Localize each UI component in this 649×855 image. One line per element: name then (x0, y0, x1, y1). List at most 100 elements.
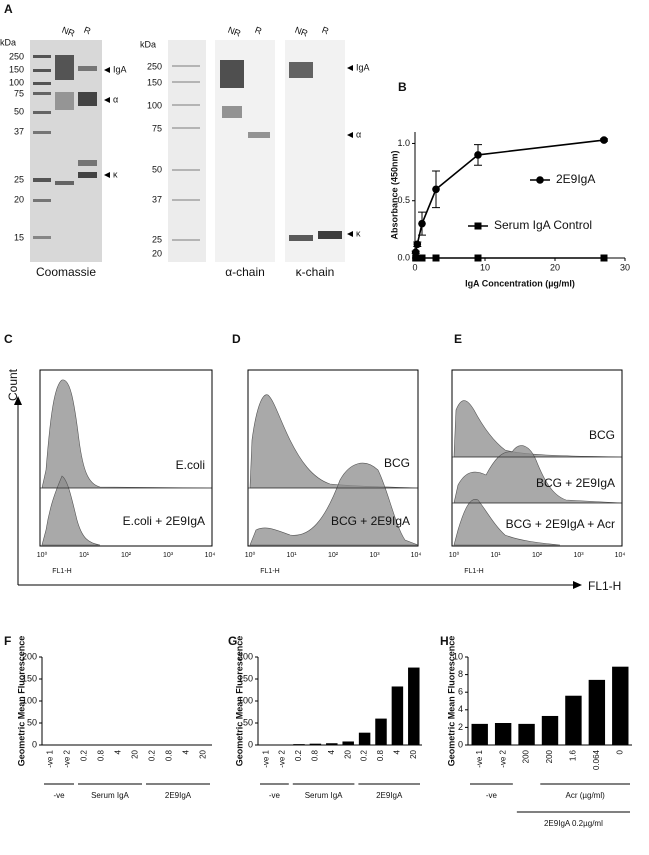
series-line (414, 139, 605, 253)
panel-letter: E (454, 332, 462, 346)
x-tick-label: 10⁴ (615, 552, 626, 559)
marker (413, 240, 422, 249)
sample-label: E.coli + 2E9IgA (123, 514, 205, 528)
x-tick-label: 10¹ (490, 552, 501, 559)
marker-label: 50 (152, 164, 162, 174)
histogram (453, 445, 623, 504)
marker (600, 136, 608, 144)
bar (612, 666, 629, 745)
marker (418, 254, 426, 262)
sample-label: BCG (589, 428, 615, 442)
kda-label: kDa (140, 39, 156, 49)
marker-label: 20 (14, 194, 24, 204)
sample-label: BCG + 2E9IgA + Acr (506, 517, 615, 531)
marker (600, 254, 608, 262)
y-tick-label: 200 (22, 651, 37, 661)
sample-label: E.coli (176, 458, 205, 472)
bar (471, 723, 488, 745)
marker-label: 100 (9, 77, 24, 87)
x-tick-label: 4 (114, 749, 123, 754)
bar (588, 679, 606, 745)
y-tick-label: 6 (458, 687, 463, 697)
group-label: 2E9IgA (376, 791, 403, 800)
y-axis-label: Geometric Mean Fluorescence (234, 636, 244, 767)
band-label: α (356, 129, 361, 139)
x-tick-label: 4 (393, 749, 402, 754)
bar (391, 686, 404, 745)
y-tick-label: 100 (22, 695, 37, 705)
bar (342, 741, 354, 745)
x-tick-label: 10⁰ (245, 551, 256, 559)
x-axis-label: FL1-H (260, 568, 279, 575)
marker-label: 150 (9, 64, 24, 74)
bar (541, 715, 559, 745)
marker-label: 37 (14, 126, 24, 136)
x-tick-label: 30 (620, 262, 630, 272)
marker (411, 248, 420, 257)
y-axis-label: Geometric Mean Fluorescence (16, 636, 26, 767)
x-tick-label: 10 (480, 262, 490, 272)
lane-label: R (254, 25, 264, 37)
x-tick-label: 20 (131, 749, 140, 758)
marker-label: 15 (14, 232, 24, 242)
panel-letter: D (232, 332, 241, 346)
arrow (347, 231, 353, 237)
marker (474, 151, 482, 159)
axis-arrow (573, 581, 582, 589)
histogram (41, 475, 101, 546)
x-tick-label: -ve 2 (278, 749, 287, 767)
x-tick-label: 10¹ (79, 552, 90, 559)
x-tick-label: 0 (615, 749, 624, 754)
x-tick-label: 0.064 (592, 749, 601, 770)
marker-label: 20 (152, 248, 162, 258)
x-tick-label: 10² (121, 552, 132, 559)
count-label: Count (6, 368, 20, 401)
y-tick-label: 0 (32, 739, 37, 749)
x-tick-label: 0.8 (376, 749, 385, 761)
x-tick-label: -ve 1 (475, 749, 484, 767)
marker-label: 100 (147, 100, 162, 110)
x-tick-label: 200 (522, 749, 531, 763)
x-tick-label: 10² (532, 552, 543, 559)
marker-lane (168, 40, 206, 262)
bar (358, 732, 371, 745)
lane-label: R (83, 25, 93, 37)
x-axis-label: FL1-H (464, 568, 483, 575)
western-blots: kDa 250 150 100 75 50 37 25 20 NR R NR R… (140, 25, 370, 279)
bar (326, 743, 338, 745)
histogram (453, 499, 561, 546)
marker (432, 185, 440, 194)
band-label: IgA (356, 62, 370, 72)
legend-label: Serum IgA Control (494, 218, 592, 232)
marker-label: 150 (147, 77, 162, 87)
x-tick-label: 1.6 (569, 749, 578, 761)
group-label: 2E9IgA (165, 791, 192, 800)
group-label: Serum IgA (305, 791, 343, 800)
x-tick-label: 4 (182, 749, 191, 754)
x-tick-label: -ve 2 (63, 749, 72, 767)
histogram (249, 462, 419, 546)
band-label: IgA (113, 64, 127, 74)
x-tick-label: -ve 1 (261, 749, 270, 767)
x-tick-label: 20 (199, 749, 208, 758)
histogram (453, 400, 623, 458)
blot-bands (172, 60, 342, 241)
blot-caption: α-chain (225, 265, 265, 279)
gel-bands (33, 55, 97, 239)
x-axis-label: IgA Concentration (µg/ml) (465, 278, 575, 288)
y-tick-label: 50 (27, 717, 37, 727)
histogram (41, 379, 213, 489)
y-tick-label: 200 (238, 651, 253, 661)
y-tick-label: 1.0 (397, 138, 410, 148)
x-tick-label: 0.8 (97, 749, 106, 761)
sample-label: BCG + 2E9IgA (331, 514, 410, 528)
x-tick-label: 10¹ (286, 552, 297, 559)
x-tick-label: 10⁴ (411, 552, 422, 559)
sample-label: BCG + 2E9IgA (536, 476, 615, 490)
x-tick-label: 20 (550, 262, 560, 272)
bar (293, 744, 305, 745)
legend-marker (474, 222, 482, 230)
y-tick-label: 50 (243, 717, 253, 727)
band-label: κ (113, 169, 118, 179)
